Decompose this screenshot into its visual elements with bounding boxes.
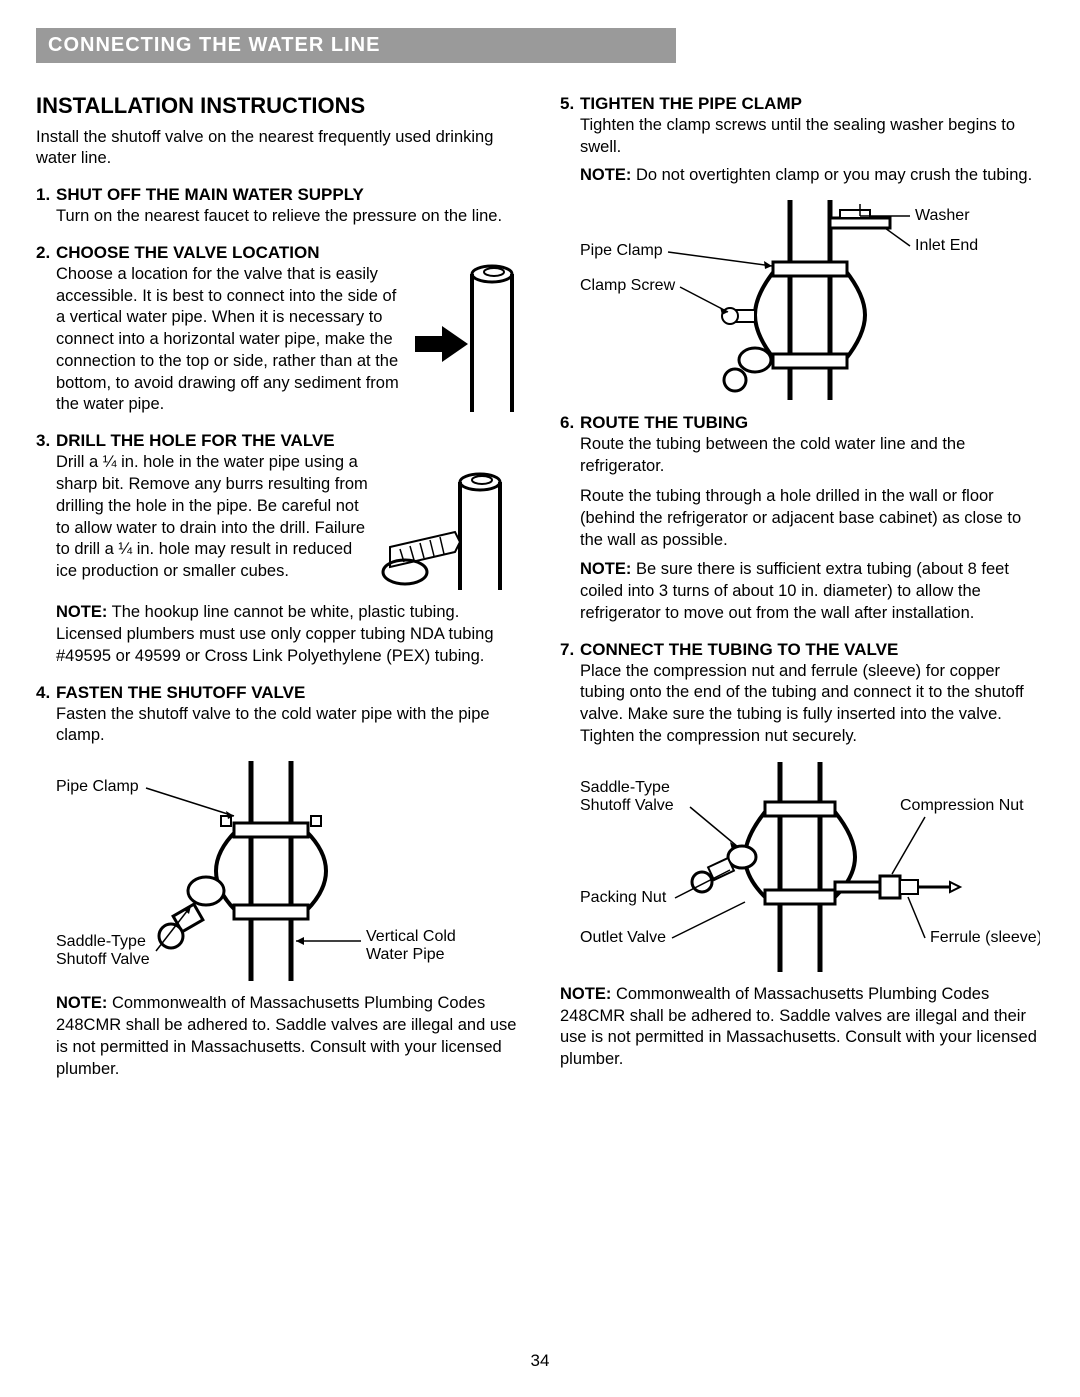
note-label: NOTE: xyxy=(56,603,107,621)
step-1: 1.SHUT OFF THE MAIN WATER SUPPLY Turn on… xyxy=(36,184,520,228)
right-column: 5.TIGHTEN THE PIPE CLAMP Tighten the cla… xyxy=(560,93,1044,1094)
svg-text:Ferrule (sleeve): Ferrule (sleeve) xyxy=(930,929,1040,946)
svg-text:Outlet Valve: Outlet Valve xyxy=(580,929,666,946)
step-body-text: Drill a ¼ in. hole in the water pipe usi… xyxy=(56,453,368,580)
step-title: CHOOSE THE VALVE LOCATION xyxy=(56,243,320,262)
svg-text:Saddle-Type: Saddle-Type xyxy=(580,779,670,796)
step-title: FASTEN THE SHUTOFF VALVE xyxy=(56,683,305,702)
step-number: 2. xyxy=(36,242,56,264)
note-text: The hookup line cannot be white, plastic… xyxy=(56,603,494,665)
step-number: 6. xyxy=(560,412,580,434)
step-note: NOTE: Be sure there is sufficient extra … xyxy=(560,559,1044,624)
step-note: NOTE: Do not overtighten clamp or you ma… xyxy=(560,165,1044,187)
svg-text:Clamp Screw: Clamp Screw xyxy=(580,277,676,294)
drill-pipe-icon xyxy=(380,472,520,592)
content-columns: INSTALLATION INSTRUCTIONS Install the sh… xyxy=(36,93,1044,1094)
svg-text:Saddle-Type: Saddle-Type xyxy=(56,933,146,950)
step-number: 3. xyxy=(36,430,56,452)
svg-text:Pipe Clamp: Pipe Clamp xyxy=(580,242,663,259)
step-note: NOTE: Commonwealth of Massachusetts Plum… xyxy=(36,993,520,1080)
step-body-text: Choose a location for the valve that is … xyxy=(56,265,399,414)
step-body: Drill a ¼ in. hole in the water pipe usi… xyxy=(36,452,520,592)
step-title: DRILL THE HOLE FOR THE VALVE xyxy=(56,431,335,450)
step-3: 3.DRILL THE HOLE FOR THE VALVE xyxy=(36,430,520,667)
svg-text:Shutoff Valve: Shutoff Valve xyxy=(56,951,150,968)
svg-text:Pipe Clamp: Pipe Clamp xyxy=(56,778,139,795)
section-header: CONNECTING THE WATER LINE xyxy=(36,28,676,63)
page-title: INSTALLATION INSTRUCTIONS xyxy=(36,93,520,119)
step-body: Turn on the nearest faucet to relieve th… xyxy=(36,206,520,228)
step-body: Route the tubing through a hole drilled … xyxy=(560,486,1044,551)
note-label: NOTE: xyxy=(580,166,631,184)
svg-text:Inlet End: Inlet End xyxy=(915,237,978,254)
step-body: Fasten the shutoff valve to the cold wat… xyxy=(36,704,520,748)
left-column: INSTALLATION INSTRUCTIONS Install the sh… xyxy=(36,93,520,1094)
note-text: Commonwealth of Massachusetts Plumbing C… xyxy=(56,994,516,1077)
note-label: NOTE: xyxy=(560,985,611,1003)
note-text: Commonwealth of Massachusetts Plumbing C… xyxy=(560,985,1037,1068)
step-title: TIGHTEN THE PIPE CLAMP xyxy=(580,94,802,113)
svg-text:Water Pipe: Water Pipe xyxy=(366,946,445,963)
step-4: 4.FASTEN THE SHUTOFF VALVE Fasten the sh… xyxy=(36,682,520,748)
step-title: ROUTE THE TUBING xyxy=(580,413,748,432)
step-number: 7. xyxy=(560,639,580,661)
svg-text:Compression Nut: Compression Nut xyxy=(900,797,1024,814)
svg-text:Vertical Cold: Vertical Cold xyxy=(366,928,456,945)
step-2: 2.CHOOSE THE VALVE LOCATION Choose a loc… xyxy=(36,242,520,416)
tubing-valve-figure: Saddle-Type Shutoff Valve Compression Nu… xyxy=(560,762,1044,972)
svg-text:Washer: Washer xyxy=(915,207,970,224)
note-text: Be sure there is sufficient extra tubing… xyxy=(580,560,1009,622)
pipe-arrow-icon xyxy=(410,264,520,414)
step-title: SHUT OFF THE MAIN WATER SUPPLY xyxy=(56,185,364,204)
step-title: CONNECT THE TUBING TO THE VALVE xyxy=(580,640,898,659)
step-note: NOTE: Commonwealth of Massachusetts Plum… xyxy=(560,984,1044,1071)
svg-text:Shutoff Valve: Shutoff Valve xyxy=(580,797,674,814)
intro-text: Install the shutoff valve on the nearest… xyxy=(36,127,520,170)
step-note: NOTE: The hookup line cannot be white, p… xyxy=(36,602,520,667)
step-number: 1. xyxy=(36,184,56,206)
pipe-clamp-figure: Washer Inlet End Pipe Clamp Clamp Screw xyxy=(560,200,1044,400)
page-number: 34 xyxy=(0,1351,1080,1371)
step-7: 7.CONNECT THE TUBING TO THE VALVE Place … xyxy=(560,639,1044,748)
note-text: Do not overtighten clamp or you may crus… xyxy=(636,166,1032,184)
step-6: 6.ROUTE THE TUBING Route the tubing betw… xyxy=(560,412,1044,624)
step-body: Choose a location for the valve that is … xyxy=(36,264,520,416)
svg-text:Packing Nut: Packing Nut xyxy=(580,889,667,906)
step-5: 5.TIGHTEN THE PIPE CLAMP Tighten the cla… xyxy=(560,93,1044,186)
step-body: Tighten the clamp screws until the seali… xyxy=(560,115,1044,159)
step-body: Place the compression nut and ferrule (s… xyxy=(560,661,1044,748)
step-body: Route the tubing between the cold water … xyxy=(560,434,1044,478)
note-label: NOTE: xyxy=(580,560,631,578)
step-number: 5. xyxy=(560,93,580,115)
shutoff-valve-figure: Pipe Clamp Saddle-Type Shutoff Valve Ver… xyxy=(36,761,520,981)
note-label: NOTE: xyxy=(56,994,107,1012)
step-number: 4. xyxy=(36,682,56,704)
